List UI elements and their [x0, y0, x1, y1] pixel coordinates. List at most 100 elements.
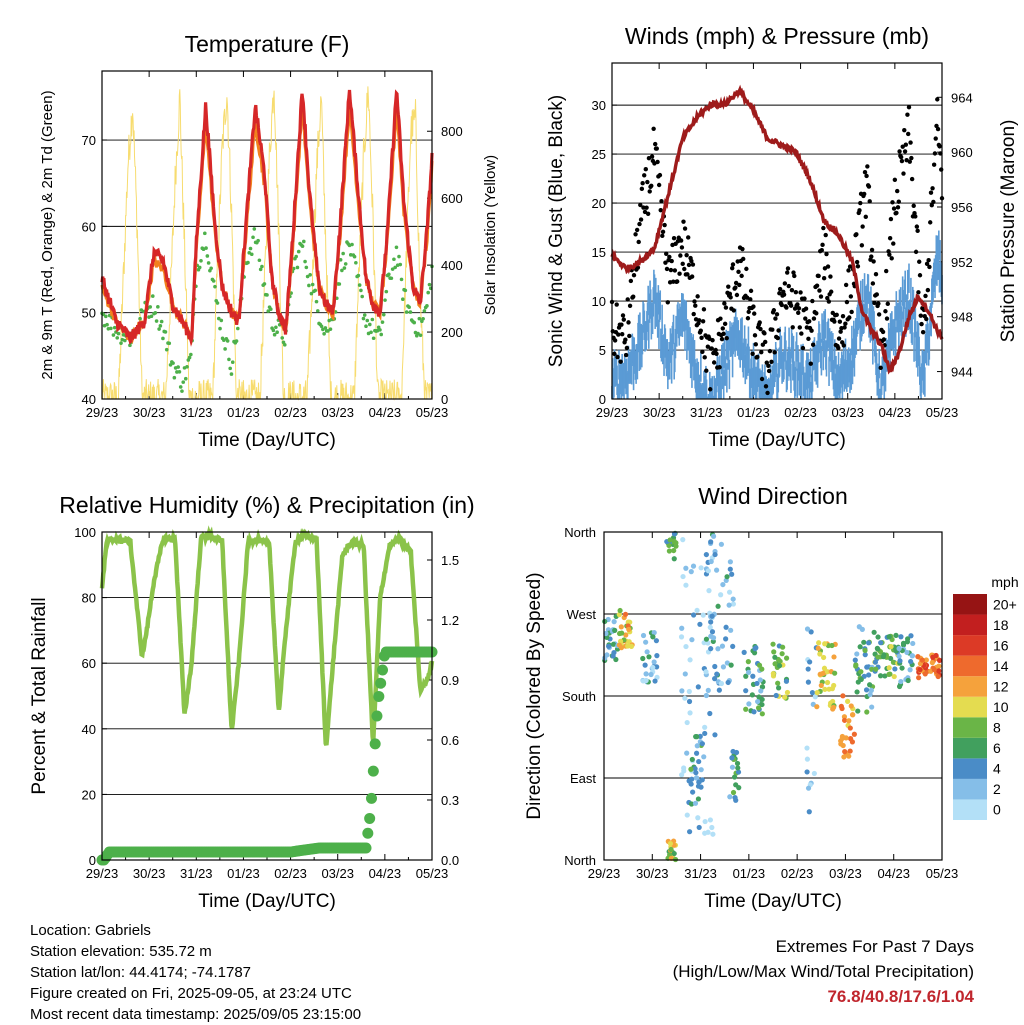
x-tick-label: 31/23 — [684, 866, 717, 881]
gust-point — [862, 170, 868, 175]
direction-point — [821, 654, 827, 661]
direction-point — [679, 688, 685, 694]
dewpoint-point — [156, 305, 160, 309]
direction-point — [817, 671, 823, 677]
direction-point — [709, 613, 715, 619]
direction-point — [690, 789, 696, 795]
direction-point — [805, 666, 811, 672]
series-sonic-wind — [611, 230, 943, 399]
gust-point — [896, 199, 901, 204]
y-tick-label: 40 — [82, 392, 96, 407]
dewpoint-point — [159, 319, 164, 324]
gust-point — [702, 355, 707, 360]
gust-point — [931, 199, 936, 205]
gust-point — [793, 289, 799, 295]
gust-point — [857, 208, 862, 213]
direction-point — [743, 706, 749, 712]
gust-point — [823, 232, 828, 238]
dewpoint-point — [370, 317, 375, 322]
gust-point — [737, 282, 742, 288]
panel-title: Wind Direction — [698, 483, 848, 509]
dewpoint-point — [189, 352, 193, 357]
direction-point — [855, 708, 861, 714]
rainfall-point — [369, 738, 381, 750]
gust-point — [917, 273, 923, 278]
dewpoint-point — [295, 265, 300, 270]
extremes-values: 76.8/40.8/17.6/1.04 — [827, 987, 974, 1006]
gust-point — [625, 297, 630, 302]
direction-point — [922, 671, 928, 677]
colorbar-label: 2 — [993, 781, 1001, 797]
dewpoint-point — [138, 316, 142, 321]
x-tick-label: 01/23 — [227, 405, 260, 420]
gust-point — [797, 325, 802, 330]
gust-point — [711, 360, 717, 365]
colorbar-label: 12 — [993, 678, 1009, 694]
direction-point — [712, 663, 718, 670]
dewpoint-point — [393, 265, 397, 270]
gust-point — [682, 226, 688, 231]
x-tick-label: 04/23 — [877, 866, 910, 881]
gust-point — [628, 278, 634, 284]
dewpoint-point — [275, 330, 279, 334]
dewpoint-point — [408, 310, 413, 314]
y-tick-label: East — [570, 771, 596, 786]
direction-point — [849, 739, 856, 745]
dewpoint-point — [309, 291, 314, 296]
direction-point — [681, 768, 687, 774]
gust-point — [686, 235, 691, 240]
y2-tick-label: 0.6 — [441, 733, 459, 748]
direction-point — [841, 717, 848, 723]
x-tick-label: 02/23 — [781, 866, 814, 881]
dewpoint-point — [230, 360, 235, 365]
gust-point — [753, 342, 758, 347]
dewpoint-point — [265, 293, 269, 297]
direction-point — [898, 634, 904, 640]
direction-point — [873, 666, 879, 672]
dewpoint-point — [153, 311, 158, 315]
direction-point — [610, 641, 617, 647]
x-tick-label: 29/23 — [86, 866, 119, 881]
direction-point — [754, 680, 760, 687]
dewpoint-point — [154, 319, 159, 323]
winds-pressure-panel: 0 5 10 15 20 25 30 29/23 30/23 31/23 01/23 02/23 03/… — [546, 23, 1019, 451]
direction-point — [829, 686, 835, 692]
direction-point — [892, 666, 898, 672]
series-solar-line — [101, 86, 432, 401]
gust-point — [654, 146, 659, 151]
rainfall-point — [371, 710, 383, 722]
gust-point — [892, 177, 898, 182]
gust-point — [745, 316, 751, 321]
direction-point — [773, 692, 779, 699]
gust-point — [655, 159, 660, 165]
gust-point — [719, 336, 725, 342]
dewpoint-point — [354, 260, 358, 265]
gust-point — [614, 302, 619, 307]
direction-point — [654, 653, 660, 659]
dewpoint-point — [404, 310, 409, 314]
direction-point — [689, 637, 695, 643]
gust-point — [919, 321, 924, 327]
colorbar-label: 4 — [993, 761, 1001, 777]
direction-point — [617, 607, 623, 614]
direction-point — [603, 630, 609, 637]
gust-point — [752, 311, 757, 316]
gust-point — [913, 214, 918, 219]
direction-point — [709, 824, 715, 831]
latest-timestamp-text: Most recent data timestamp: 2025/09/05 2… — [30, 1006, 362, 1023]
direction-point — [814, 704, 820, 710]
gust-point — [918, 313, 923, 318]
direction-point — [643, 639, 649, 645]
direction-point — [622, 611, 629, 617]
gust-point — [671, 279, 676, 284]
direction-point — [712, 676, 718, 682]
direction-point — [604, 634, 610, 641]
dewpoint-point — [175, 370, 179, 374]
direction-point — [746, 701, 752, 707]
direction-point — [714, 671, 720, 677]
y2-tick-label: 800 — [441, 124, 463, 139]
dewpoint-point — [341, 251, 345, 256]
direction-point — [784, 689, 791, 696]
direction-point — [728, 662, 734, 668]
direction-point — [743, 688, 749, 694]
